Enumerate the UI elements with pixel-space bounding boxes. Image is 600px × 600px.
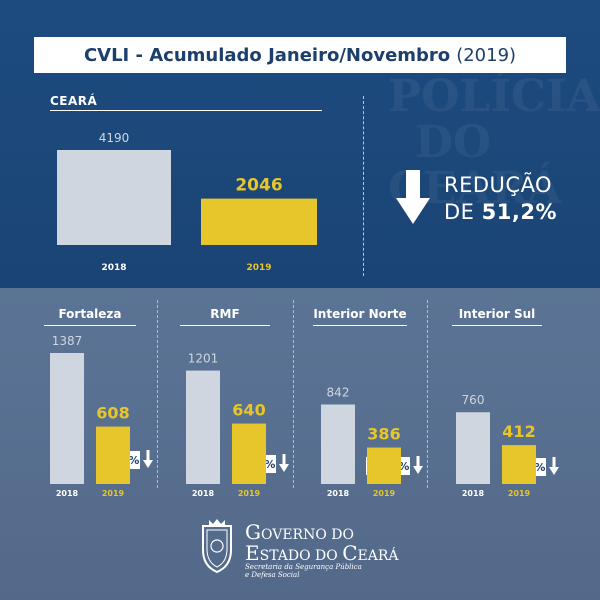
category-label: 2018 — [192, 489, 215, 498]
category-label: 2019 — [373, 489, 396, 498]
fortaleza-title: Fortaleza — [58, 307, 122, 321]
gov-line2-rest2: EARÁ — [357, 548, 399, 564]
value-label: 608 — [96, 404, 129, 423]
value-label: 412 — [502, 422, 535, 441]
value-label: 386 — [367, 425, 400, 444]
down-arrow-icon — [143, 450, 153, 468]
value-label: 4190 — [99, 131, 130, 145]
bar-2019 — [502, 445, 536, 484]
bar-2018 — [456, 412, 490, 484]
reduction-summary: REDUÇÃO DE 51,2% — [444, 172, 557, 226]
gov-line1-rest: OVERNO DO — [260, 527, 354, 543]
gov-line2-rest: STADO DO — [259, 548, 343, 564]
bar-2018 — [50, 353, 84, 484]
value-label: 1387 — [52, 334, 83, 348]
interior-sul-title: Interior Sul — [458, 307, 536, 321]
watermark-line2: DO — [414, 117, 492, 168]
bar-2019 — [367, 447, 401, 484]
ceara-title-underline — [50, 110, 322, 111]
secretaria-line1: Secretaria da Segurança Pública — [245, 563, 362, 571]
value-label: 640 — [232, 401, 265, 420]
title-banner: CVLI - Acumulado Janeiro/Novembro (2019) — [34, 37, 566, 73]
reduction-percent: 51,2% — [481, 200, 557, 224]
down-arrow-icon — [549, 457, 559, 475]
reduction-prefix: DE — [444, 200, 475, 224]
region-divider — [293, 300, 294, 488]
category-label: 2019 — [238, 489, 261, 498]
gov-line1-initial: G — [245, 520, 261, 544]
gov-line2-initial: E — [245, 541, 260, 565]
bar-2018 — [321, 404, 355, 484]
interior-sul-underline — [452, 325, 542, 326]
gov-line2: ESTADO DO CEARÁ — [245, 541, 398, 565]
gov-line1: GOVERNO DO — [245, 520, 354, 544]
bar-2018 — [186, 370, 220, 484]
rmf-title: RMF — [210, 307, 240, 321]
shield-crest-icon — [202, 519, 232, 574]
region-divider — [157, 300, 158, 488]
section-divider — [363, 96, 364, 276]
category-label: 2019 — [246, 263, 271, 273]
title-year: (2019) — [456, 44, 517, 66]
reduction-line2: DE 51,2% — [444, 199, 557, 226]
ceara-chart-title: CEARÁ — [50, 94, 98, 108]
category-label: 2018 — [56, 489, 79, 498]
rmf-underline — [180, 325, 270, 326]
down-arrow-icon — [396, 170, 430, 224]
category-label: 2018 — [462, 489, 485, 498]
bar-2019 — [232, 423, 266, 484]
bar-2019 — [201, 198, 317, 245]
category-label: 2018 — [327, 489, 350, 498]
gov-line2-initial2: C — [342, 541, 358, 565]
value-label: 760 — [462, 393, 485, 407]
footer-logo: GOVERNO DO ESTADO DO CEARÁ Secretaria da… — [197, 516, 407, 579]
bar-2018 — [57, 150, 171, 245]
interior-norte-underline — [313, 325, 407, 326]
bar-2019 — [96, 426, 130, 484]
value-label: 842 — [327, 385, 350, 399]
down-arrow-icon — [413, 456, 423, 474]
secretaria-line2: e Defesa Social — [245, 571, 300, 579]
fortaleza-underline — [44, 325, 136, 326]
category-label: 2019 — [102, 489, 125, 498]
reduction-line1: REDUÇÃO — [444, 173, 553, 197]
down-arrow-icon — [279, 454, 289, 472]
category-label: 2018 — [101, 263, 126, 273]
interior-norte-title: Interior Norte — [313, 307, 407, 321]
category-label: 2019 — [508, 489, 531, 498]
value-label: 2046 — [235, 176, 282, 196]
region-divider — [427, 300, 428, 488]
value-label: 1201 — [188, 352, 219, 366]
title-main: CVLI - Acumulado Janeiro/Novembro — [83, 44, 451, 66]
